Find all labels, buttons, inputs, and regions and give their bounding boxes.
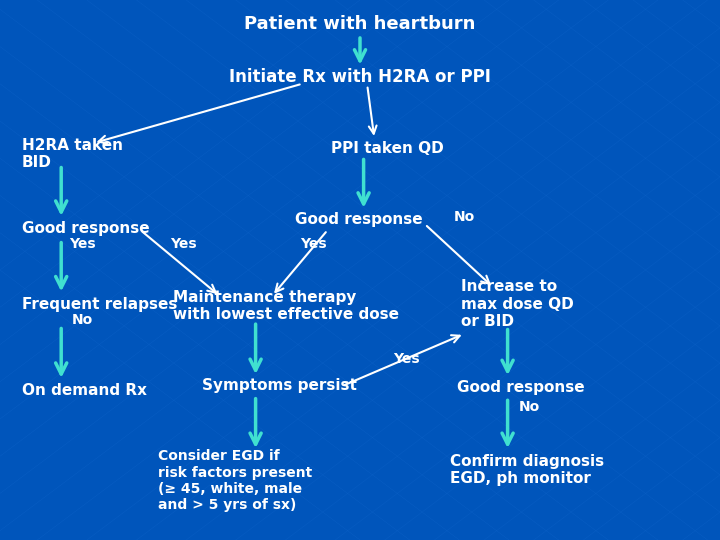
Text: Initiate Rx with H2RA or PPI: Initiate Rx with H2RA or PPI	[229, 68, 491, 86]
Text: No: No	[72, 313, 94, 327]
Text: Good response: Good response	[22, 221, 149, 236]
Text: H2RA taken
BID: H2RA taken BID	[22, 138, 122, 170]
Text: Consider EGD if
risk factors present
(≥ 45, white, male
and > 5 yrs of sx): Consider EGD if risk factors present (≥ …	[158, 449, 312, 512]
Text: Maintenance therapy
with lowest effective dose: Maintenance therapy with lowest effectiv…	[173, 290, 399, 322]
Text: No: No	[518, 400, 540, 414]
Text: On demand Rx: On demand Rx	[22, 383, 147, 398]
Text: Good response: Good response	[295, 212, 423, 227]
Text: Yes: Yes	[171, 237, 197, 251]
Text: No: No	[454, 210, 475, 224]
Text: Yes: Yes	[300, 237, 326, 251]
Text: Yes: Yes	[70, 237, 96, 251]
Text: Confirm diagnosis
EGD, ph monitor: Confirm diagnosis EGD, ph monitor	[450, 454, 604, 486]
Text: Frequent relapses: Frequent relapses	[22, 296, 177, 312]
Text: Increase to
max dose QD
or BID: Increase to max dose QD or BID	[461, 279, 574, 329]
Text: Symptoms persist: Symptoms persist	[202, 378, 356, 393]
Text: Yes: Yes	[394, 352, 420, 366]
Text: PPI taken QD: PPI taken QD	[331, 141, 444, 156]
Text: Patient with heartburn: Patient with heartburn	[244, 15, 476, 33]
Text: Good response: Good response	[457, 380, 585, 395]
